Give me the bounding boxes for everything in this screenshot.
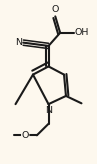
Text: OH: OH: [75, 28, 89, 37]
Text: N: N: [45, 106, 52, 115]
Text: N: N: [15, 38, 22, 47]
Text: O: O: [22, 131, 29, 140]
Text: O: O: [52, 5, 59, 14]
